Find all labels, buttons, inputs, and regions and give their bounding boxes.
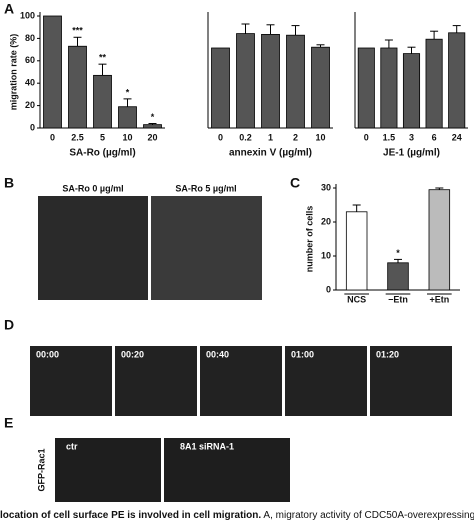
significance: *: [126, 87, 130, 97]
panel-label: A: [4, 1, 14, 17]
bar: [261, 34, 280, 129]
micrograph: [55, 438, 161, 502]
significance: *: [151, 112, 155, 122]
significance: *: [396, 248, 400, 258]
timestamp: 01:00: [291, 349, 314, 359]
y-tick-label: 30: [321, 182, 331, 192]
micrograph: [285, 346, 367, 416]
timestamp: 01:20: [376, 349, 399, 359]
x-tick-label: 0: [50, 132, 55, 142]
panel-label: D: [4, 317, 14, 333]
y-tick-label: 20: [25, 100, 35, 110]
significance: ***: [72, 26, 83, 36]
micrograph: [370, 346, 452, 416]
panel-label: B: [4, 175, 14, 191]
y-tick-label: 20: [321, 216, 331, 226]
image-title: 8A1 siRNA-1: [180, 441, 234, 451]
bar: [380, 47, 398, 129]
y-tick-label: 40: [25, 78, 35, 88]
bar: [428, 189, 451, 291]
micrograph: [151, 196, 262, 300]
significance: **: [99, 53, 107, 63]
y-axis-label: migration rate (%): [8, 34, 18, 111]
x-tick-label: 2: [293, 132, 298, 142]
panel-label: E: [4, 415, 13, 431]
d-images: 00:00 00:20 00:40 01:00 01:20: [30, 346, 452, 416]
x-tick-label: 24: [452, 132, 462, 142]
micrograph: [164, 438, 290, 502]
timestamp: 00:40: [206, 349, 229, 359]
bar: [448, 32, 466, 129]
x-tick-label: 5: [100, 132, 105, 142]
micrograph: [200, 346, 282, 416]
x-tick-label: 3: [409, 132, 414, 142]
y-tick-label: 0: [30, 122, 35, 132]
image-title: SA-Ro 5 µg/ml: [175, 183, 236, 193]
bar: [118, 106, 137, 129]
image-title: SA-Ro 0 µg/ml: [62, 183, 123, 193]
x-axis-label: JE-1 (µg/ml): [383, 148, 440, 159]
y-tick-label: 60: [25, 55, 35, 65]
x-tick-label: 1: [268, 132, 273, 142]
bar: [311, 46, 330, 129]
bar: [68, 45, 87, 129]
bar: [402, 53, 421, 129]
caption-bold: location of cell surface PE is involved …: [0, 510, 261, 521]
bar: [211, 47, 230, 129]
image-title: ctr: [66, 441, 78, 451]
x-tick-label: −Etn: [388, 294, 408, 304]
x-tick-label: 10: [315, 132, 325, 142]
bar: [143, 124, 162, 129]
x-tick-label: 6: [432, 132, 437, 142]
x-tick-label: NCS: [347, 294, 366, 304]
y-tick-label: 80: [25, 33, 35, 43]
bar: [286, 34, 305, 129]
x-axis-label: SA-Ro (µg/ml): [69, 148, 135, 159]
side-label: GFP-Rac1: [36, 448, 46, 491]
caption: location of cell surface PE is involved …: [0, 510, 474, 521]
timestamp: 00:00: [36, 349, 59, 359]
y-tick-label: 0: [326, 284, 331, 294]
bar: [387, 262, 409, 291]
bar: [236, 33, 255, 129]
x-tick-label: 20: [147, 132, 157, 142]
micrograph: [115, 346, 197, 416]
x-tick-label: 10: [122, 132, 132, 142]
bar: [425, 38, 443, 129]
x-axis-label: annexin V (µg/ml): [229, 148, 312, 159]
x-tick-label: 1.5: [383, 132, 396, 142]
x-tick-label: 0.2: [239, 132, 252, 142]
timestamp: 00:20: [121, 349, 144, 359]
bar: [357, 47, 375, 129]
x-tick-label: 0: [218, 132, 223, 142]
y-tick-label: 100: [20, 10, 35, 20]
bar: [345, 211, 368, 291]
panel-label: C: [290, 175, 300, 191]
y-axis-label: number of cells: [304, 206, 314, 273]
caption-text: A, migratory activity of CDC50A-overexpr…: [261, 510, 474, 521]
y-tick-label: 10: [321, 250, 331, 260]
micrograph: [38, 196, 148, 300]
micrograph: [30, 346, 112, 416]
x-tick-label: 0: [364, 132, 369, 142]
bar: [93, 74, 112, 129]
x-tick-label: +Etn: [429, 294, 449, 304]
x-tick-label: 2.5: [71, 132, 84, 142]
bar: [43, 15, 62, 129]
